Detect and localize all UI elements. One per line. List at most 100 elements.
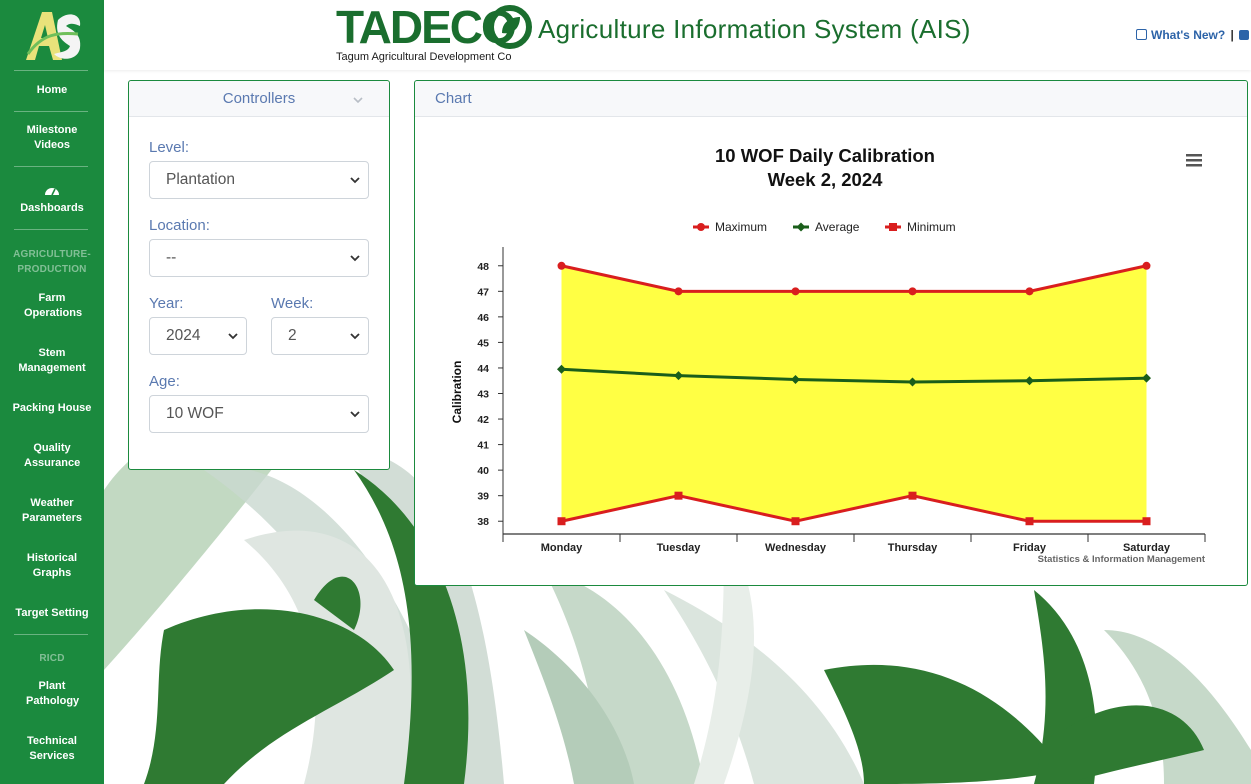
year-select-value: 2024 bbox=[166, 327, 201, 344]
ais-logo[interactable] bbox=[22, 4, 84, 66]
year-label: Year: bbox=[149, 295, 184, 312]
week-select-value: 2 bbox=[288, 327, 297, 344]
sidebar-item-packing-house[interactable]: Packing House bbox=[0, 401, 104, 416]
sidebar-item-stem-management[interactable]: Stem Management bbox=[0, 346, 104, 376]
maximum-point bbox=[791, 287, 800, 296]
y-tick-label: 40 bbox=[477, 465, 489, 477]
x-tick-label: Thursday bbox=[888, 542, 938, 554]
sidebar: Home Milestone Videos Dashboards AGRICUL… bbox=[0, 0, 104, 784]
maximum-point bbox=[908, 287, 917, 296]
minimum-point bbox=[1142, 517, 1151, 526]
y-tick-label: 44 bbox=[477, 363, 489, 375]
sidebar-item-label: Historical Graphs bbox=[26, 552, 78, 579]
sidebar-item-label: Weather Parameters bbox=[22, 497, 82, 524]
average-point bbox=[1025, 376, 1034, 386]
legend-minimum-marker bbox=[889, 223, 897, 231]
year-select[interactable]: 2024 bbox=[149, 317, 247, 355]
average-point bbox=[908, 377, 917, 387]
average-point bbox=[791, 374, 800, 384]
chevron-down-icon[interactable] bbox=[353, 95, 363, 105]
legend-maximum-marker bbox=[697, 223, 705, 231]
week-label: Week: bbox=[271, 295, 314, 312]
level-select[interactable]: Plantation bbox=[149, 161, 369, 199]
hamburger-menu-icon[interactable] bbox=[1185, 153, 1203, 179]
header: TADECO Tagum Agricultural Development Co… bbox=[104, 0, 1251, 70]
age-select[interactable]: 10 WOF bbox=[149, 395, 369, 433]
age-select-value: 10 WOF bbox=[166, 405, 224, 422]
sidebar-item-target-setting[interactable]: Target Setting bbox=[0, 606, 104, 621]
chevron-down-icon bbox=[350, 411, 360, 418]
app-title: Agriculture Information System (AIS) bbox=[538, 14, 971, 44]
dashboard-icon bbox=[45, 188, 59, 196]
y-tick-label: 46 bbox=[477, 312, 489, 324]
sidebar-item-label: Plant Pathology bbox=[26, 680, 80, 707]
average-series-line bbox=[561, 367, 1147, 384]
average-point bbox=[1142, 373, 1151, 383]
location-select[interactable]: -- bbox=[149, 239, 369, 277]
plot-area: Monday Tuesday Wednesday Thursday Friday Satu… bbox=[477, 247, 1206, 554]
sidebar-item-label: Farm Operations bbox=[24, 292, 83, 319]
sidebar-item-home[interactable]: Home bbox=[0, 83, 104, 98]
x-tick-label: Wednesday bbox=[765, 542, 827, 554]
chevron-down-icon bbox=[350, 333, 360, 340]
y-tick-label: 47 bbox=[477, 286, 489, 298]
y-tick-label: 43 bbox=[477, 389, 489, 401]
chevron-down-icon bbox=[350, 255, 360, 262]
sidebar-item-label: Technical Services bbox=[27, 735, 77, 762]
robot-icon[interactable] bbox=[1239, 30, 1250, 40]
chart-card: Chart 10 WOF Daily Calibration Week 2, 2… bbox=[414, 80, 1248, 586]
week-select[interactable]: 2 bbox=[271, 317, 369, 355]
brand-logo-text[interactable]: TADECO bbox=[336, 1, 517, 53]
chevron-down-icon bbox=[350, 177, 360, 184]
location-label: Location: bbox=[149, 217, 210, 234]
whats-new-label: What's New? bbox=[1151, 28, 1226, 42]
y-tick-label: 45 bbox=[477, 337, 489, 349]
location-select-value: -- bbox=[166, 249, 177, 266]
sidebar-item-dashboards[interactable]: Dashboards bbox=[0, 183, 104, 216]
legend-average-label: Average bbox=[815, 220, 860, 234]
maximum-point bbox=[1142, 261, 1151, 270]
sidebar-item-label: Stem Management bbox=[18, 347, 86, 374]
maximum-point bbox=[1025, 287, 1034, 296]
y-axis-title: Calibration bbox=[450, 361, 464, 424]
sidebar-item-historical-graphs[interactable]: Historical Graphs bbox=[0, 551, 104, 581]
chevron-down-icon bbox=[228, 333, 238, 340]
age-label: Age: bbox=[149, 373, 180, 390]
sidebar-item-milestone-videos[interactable]: Milestone Videos bbox=[0, 123, 104, 153]
minimum-point bbox=[557, 517, 566, 526]
sidebar-item-label: Target Setting bbox=[15, 607, 89, 619]
sidebar-item-weather-parameters[interactable]: Weather Parameters bbox=[0, 496, 104, 526]
legend-minimum-label: Minimum bbox=[907, 220, 956, 234]
sidebar-item-technical-services[interactable]: Technical Services bbox=[0, 734, 104, 764]
sidebar-item-farm-operations[interactable]: Farm Operations bbox=[0, 291, 104, 321]
minimum-point bbox=[674, 491, 683, 500]
sidebar-item-label: Dashboards bbox=[20, 202, 84, 214]
sidebar-section-agriculture: AGRICULTURE-PRODUCTION bbox=[13, 249, 91, 275]
minimum-point bbox=[908, 491, 917, 500]
x-tick-label: Friday bbox=[1013, 542, 1047, 554]
controllers-card: Controllers Level: Plantation Location: … bbox=[128, 80, 390, 470]
level-label: Level: bbox=[149, 139, 190, 156]
sidebar-item-quality-assurance[interactable]: Quality Assurance bbox=[0, 441, 104, 471]
y-tick-label: 42 bbox=[477, 414, 489, 426]
chart-credits: Statistics & Information Management bbox=[1038, 554, 1206, 565]
header-separator: | bbox=[1230, 28, 1234, 42]
chart-card-header: Chart bbox=[415, 81, 1247, 117]
chart-subtitle: Week 2, 2024 bbox=[768, 169, 884, 190]
brand-leaf-icon bbox=[488, 5, 532, 49]
x-tick-label: Saturday bbox=[1123, 542, 1171, 554]
controllers-card-header[interactable]: Controllers bbox=[129, 81, 389, 117]
sidebar-item-label: Packing House bbox=[12, 402, 92, 414]
whats-new-link[interactable]: What's New? | bbox=[1136, 28, 1250, 42]
legend-maximum-label: Maximum bbox=[715, 220, 767, 234]
x-tick-label: Tuesday bbox=[657, 542, 702, 554]
average-point bbox=[557, 364, 566, 374]
minimum-series-line bbox=[561, 494, 1147, 523]
maximum-point bbox=[557, 261, 566, 270]
brand-subtitle: Tagum Agricultural Development Co bbox=[336, 51, 512, 63]
sidebar-item-plant-pathology[interactable]: Plant Pathology bbox=[0, 679, 104, 709]
sidebar-item-label: Home bbox=[36, 84, 68, 96]
maximum-series-line bbox=[561, 264, 1147, 293]
y-tick-label: 41 bbox=[477, 440, 489, 452]
sidebar-item-label: Quality Assurance bbox=[24, 442, 81, 469]
